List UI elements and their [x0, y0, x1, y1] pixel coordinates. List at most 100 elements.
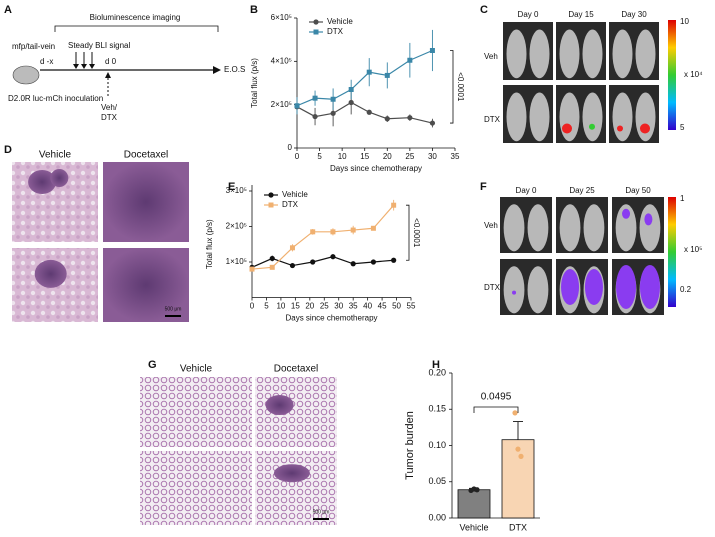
x-tick-label: 10 — [276, 302, 285, 311]
y-tick-label: 1×10⁵ — [226, 257, 247, 266]
row-label: Veh — [484, 52, 498, 61]
significance-bracket — [406, 204, 410, 261]
mouse — [529, 92, 550, 142]
y-tick-label: 0.00 — [428, 512, 446, 522]
x-tick-label: 0 — [250, 302, 255, 311]
data-point — [518, 453, 524, 459]
x-tick-label: 5 — [264, 302, 269, 311]
marker — [384, 116, 390, 122]
row-label: Veh — [484, 221, 498, 230]
signal — [639, 265, 660, 309]
x-tick-label: 35 — [349, 302, 358, 311]
marker — [366, 69, 372, 75]
signal — [617, 125, 623, 132]
marker — [289, 262, 296, 269]
marker — [348, 87, 354, 92]
mouse — [529, 29, 550, 79]
mouse — [612, 29, 633, 79]
x-tick-label: 20 — [305, 302, 314, 311]
legend-marker — [313, 19, 319, 25]
marker — [330, 254, 336, 260]
y-axis-label: Tumor burden — [404, 411, 416, 480]
marker — [350, 227, 356, 233]
signal — [622, 208, 631, 219]
x-tick-label: 55 — [407, 302, 416, 311]
column-label: Vehicle — [39, 150, 72, 161]
bar — [501, 439, 535, 519]
marker — [249, 266, 255, 272]
marker — [289, 245, 295, 251]
column-label: Day 30 — [621, 10, 647, 19]
mouse — [559, 204, 581, 252]
marker — [310, 259, 316, 265]
tissue-mass — [265, 395, 294, 415]
x-tick-label: 0 — [295, 152, 300, 161]
y-tick-label: 0.10 — [428, 440, 446, 450]
schematic: Bioluminescence imaging mfp/tail-vein d … — [8, 13, 245, 122]
day0-label: d 0 — [105, 57, 117, 66]
marker — [384, 72, 390, 78]
marker — [312, 113, 318, 120]
mouse — [527, 204, 549, 252]
marker — [407, 57, 413, 63]
marker — [330, 110, 336, 116]
panel-label: A — [4, 4, 12, 16]
marker — [391, 257, 397, 263]
signal — [644, 213, 653, 226]
arrows — [75, 52, 93, 66]
mouse-icon — [12, 65, 40, 85]
x-tick-label: 35 — [451, 152, 460, 161]
marker — [429, 48, 435, 53]
legend-label: Vehicle — [327, 17, 353, 26]
x-tick-label: 30 — [334, 302, 343, 311]
histology-image — [255, 377, 337, 447]
marker — [391, 202, 397, 208]
x-tick-label: 40 — [363, 302, 372, 311]
x-tick-label: 5 — [317, 152, 322, 161]
significance-label: <0.0001 — [456, 72, 465, 102]
signal — [561, 269, 580, 305]
column-label: Docetaxel — [274, 364, 318, 375]
column-label: Day 15 — [568, 10, 594, 19]
colorbar-label: x 10⁵ — [684, 245, 702, 254]
mouse — [527, 266, 549, 314]
x-tick-label: DTX — [509, 522, 527, 532]
end-label: E.O.S — [224, 65, 245, 74]
marker — [310, 229, 316, 235]
marker — [330, 229, 336, 235]
x-tick-label: 10 — [338, 152, 347, 161]
y-tick-label: 2×10⁵ — [271, 100, 292, 109]
treatment-label: Veh/ — [101, 103, 118, 112]
column-label: Day 0 — [518, 10, 539, 19]
mouse — [506, 29, 527, 79]
marker — [348, 99, 354, 106]
marker — [269, 264, 275, 270]
tissue-mass — [34, 259, 67, 288]
signal — [589, 123, 595, 130]
scale-label: 500 μm — [313, 509, 330, 515]
data-point — [512, 410, 518, 416]
marker — [350, 261, 356, 267]
x-tick-label: 25 — [405, 152, 414, 161]
marker — [294, 103, 300, 109]
x-axis-label: Days since chemotherapy — [285, 314, 377, 323]
y-tick-label: 3×10⁵ — [226, 186, 247, 195]
colorbar-label: 1 — [680, 194, 685, 203]
mouse — [503, 204, 525, 252]
colorbar-label: 0.2 — [680, 285, 692, 294]
histology-image — [103, 162, 189, 242]
colorbar — [668, 20, 676, 130]
signal — [584, 269, 603, 305]
y-tick-label: 0.20 — [428, 367, 446, 377]
y-tick-label: 0.15 — [428, 404, 446, 414]
signal — [562, 123, 572, 134]
mouse — [559, 92, 580, 142]
mouse — [639, 204, 661, 252]
signal — [640, 123, 650, 134]
legend-marker — [268, 192, 274, 198]
x-axis-label: Days since chemotherapy — [330, 164, 422, 173]
row-label: DTX — [484, 115, 501, 124]
error-bar — [513, 421, 523, 440]
colorbar-label: 10 — [680, 17, 689, 26]
data-point — [515, 446, 521, 452]
